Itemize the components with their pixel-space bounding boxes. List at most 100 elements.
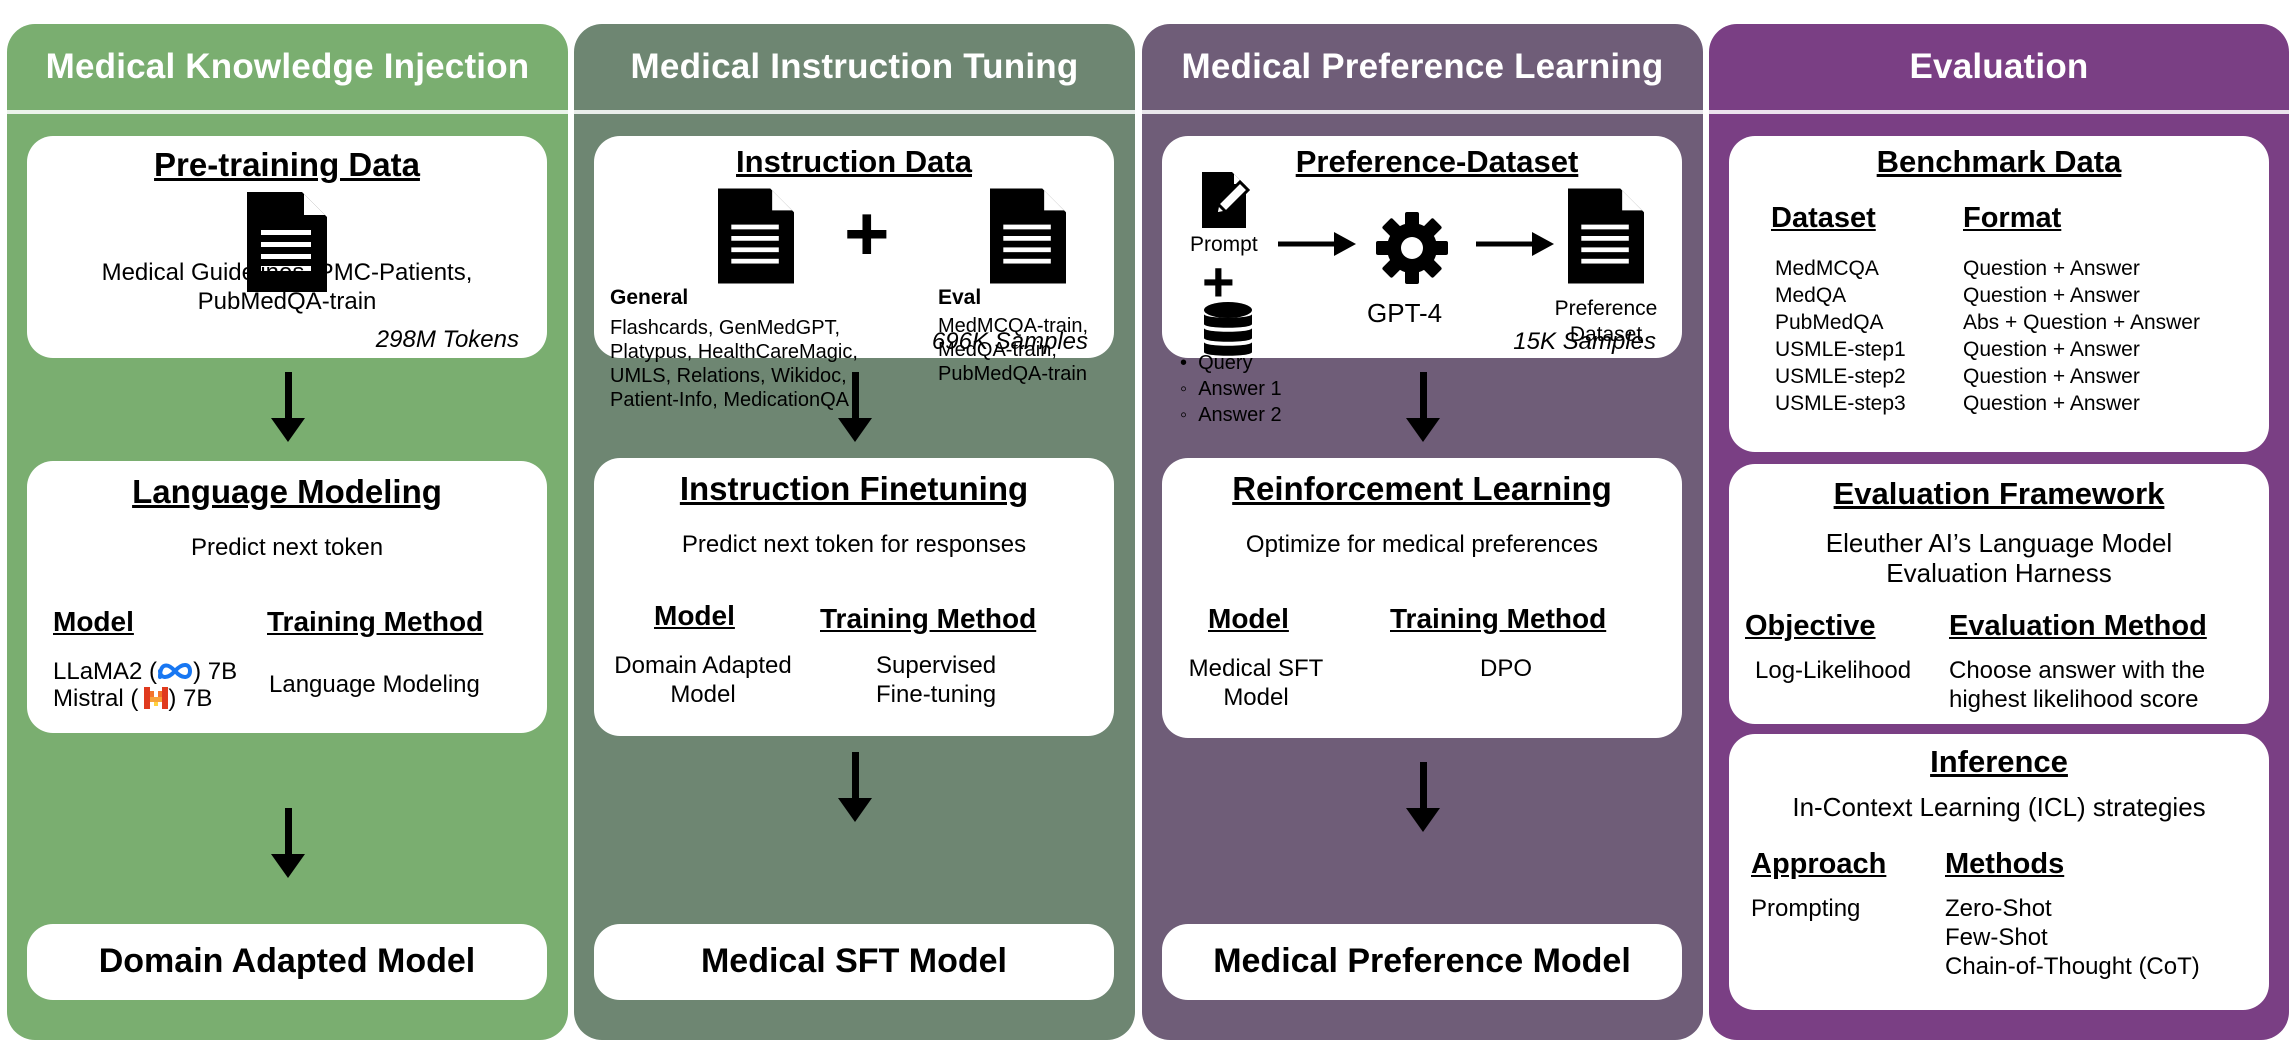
dataset-cell: USMLE-step3 bbox=[1775, 392, 1906, 415]
table-row: MedQA Question + Answer bbox=[1775, 283, 2255, 310]
model-label: Model bbox=[53, 606, 134, 637]
box-heading: Inference bbox=[1930, 744, 2068, 779]
column-evaluation: Evaluation Benchmark Data Dataset Format… bbox=[1709, 24, 2289, 1040]
medical-preference-model-box: Medical Preference Model bbox=[1162, 924, 1682, 1000]
framework-description: Eleuther AI’s Language Model Evaluation … bbox=[1825, 528, 2173, 588]
general-datasets: Flashcards, GenMedGPT, Platypus, HealthC… bbox=[610, 317, 858, 411]
evaluation-method-label: Evaluation Method bbox=[1949, 610, 2207, 642]
objective-value: Log-Likelihood bbox=[1755, 657, 1912, 684]
objective-text: Predict next token bbox=[190, 534, 384, 561]
objective-text: Optimize for medical preferences bbox=[1245, 531, 1599, 558]
list-item: Query bbox=[1198, 352, 1253, 374]
format-label: Format bbox=[1963, 202, 2062, 234]
instruction-data-box: Instruction Data General + Eval Flashcar… bbox=[594, 136, 1114, 411]
list-item: Answer 2 bbox=[1198, 404, 1282, 426]
column-title: Medical Preference Learning bbox=[1181, 47, 1664, 86]
methods-label: Methods bbox=[1945, 848, 2065, 880]
box-heading: Evaluation Framework bbox=[1833, 476, 2165, 511]
meta-logo-icon bbox=[158, 663, 193, 679]
sample-count: 696K Samples bbox=[931, 328, 1088, 355]
result-label: Preference Dataset bbox=[1554, 297, 1658, 346]
gear-icon bbox=[1374, 210, 1450, 291]
prompt-label: Prompt bbox=[1190, 233, 1258, 256]
model-line-llama: LLaMA2 ( ) 7B bbox=[53, 657, 237, 686]
objective-text: Predict next token for responses bbox=[681, 531, 1027, 558]
evaluation-method-value: Choose answer with the highest likelihoo… bbox=[1949, 657, 2206, 713]
box-heading: Instruction Data bbox=[736, 144, 972, 179]
document-icon bbox=[718, 188, 794, 284]
model-value: Medical SFT Model bbox=[1188, 655, 1324, 711]
arrow-icon bbox=[838, 752, 872, 822]
evaluation-framework-box: Evaluation Framework Eleuther AI’s Langu… bbox=[1729, 464, 2269, 724]
training-method-value: Supervised Fine-tuning bbox=[876, 652, 997, 708]
box-heading: Instruction Finetuning bbox=[679, 470, 1029, 507]
document-icon bbox=[990, 188, 1066, 284]
table-row: USMLE-step2 Question + Answer bbox=[1775, 364, 2255, 391]
column-knowledge-injection: Medical Knowledge Injection Pre-training… bbox=[7, 24, 568, 1040]
list-item-answer2: ◦ Answer 2 bbox=[1180, 404, 1282, 426]
dataset-cell: MedQA bbox=[1775, 284, 1847, 307]
list-item-answer1: ◦ Answer 1 bbox=[1180, 378, 1282, 400]
arrow-icon bbox=[1476, 232, 1554, 256]
training-method-label: Training Method bbox=[267, 606, 484, 637]
header-divider bbox=[1709, 110, 2289, 114]
arrow-icon bbox=[1406, 372, 1440, 442]
arrow-icon bbox=[1406, 762, 1440, 832]
training-method-label: Training Method bbox=[820, 603, 1037, 634]
arrow-icon bbox=[1278, 232, 1356, 256]
model-label: Model bbox=[654, 600, 735, 631]
instruction-finetuning-box: Instruction Finetuning Predict next toke… bbox=[594, 458, 1114, 736]
column-title: Medical Instruction Tuning bbox=[630, 47, 1079, 86]
domain-adapted-model-box: Domain Adapted Model bbox=[27, 924, 547, 1000]
token-count: 298M Tokens bbox=[375, 326, 519, 353]
output-model: Domain Adapted Model bbox=[98, 942, 476, 980]
format-cell: Question + Answer bbox=[1963, 338, 2140, 361]
arrow-icon bbox=[838, 372, 872, 442]
plus-icon: + bbox=[1202, 250, 1235, 313]
output-model: Medical Preference Model bbox=[1213, 942, 1631, 980]
edit-document-icon bbox=[1202, 172, 1254, 233]
list-item-query: • Query bbox=[1180, 352, 1253, 374]
training-method-value: DPO bbox=[1480, 655, 1533, 682]
box-heading: Language Modeling bbox=[132, 473, 442, 510]
document-icon bbox=[247, 192, 327, 292]
document-icon bbox=[1568, 188, 1644, 284]
header-divider bbox=[7, 110, 568, 114]
table-row: USMLE-step1 Question + Answer bbox=[1775, 337, 2255, 364]
model-name: LLaMA2 ( bbox=[53, 658, 158, 685]
column-title: Medical Knowledge Injection bbox=[45, 47, 530, 86]
benchmark-data-box: Benchmark Data Dataset Format MedMCQA Que… bbox=[1729, 136, 2269, 452]
arrow-icon bbox=[271, 808, 305, 878]
table-row: USMLE-step3 Question + Answer bbox=[1775, 391, 2255, 418]
model-size: ) 7B bbox=[193, 658, 238, 685]
column-title: Evaluation bbox=[1909, 47, 2089, 86]
training-method-label: Training Method bbox=[1390, 603, 1607, 634]
box-heading: Preference-Dataset bbox=[1295, 144, 1579, 179]
dataset-cell: MedMCQA bbox=[1775, 257, 1879, 280]
reinforcement-learning-box: Reinforcement Learning Optimize for medi… bbox=[1162, 458, 1682, 738]
column-instruction-tuning: Medical Instruction Tuning Instruction D… bbox=[574, 24, 1135, 1040]
medical-sft-model-box: Medical SFT Model bbox=[594, 924, 1114, 1000]
table-row: MedMCQA Question + Answer bbox=[1775, 256, 2255, 283]
header-divider bbox=[1142, 110, 1703, 114]
general-label: General bbox=[610, 286, 689, 309]
format-cell: Question + Answer bbox=[1963, 365, 2140, 388]
sample-count: 15K Samples bbox=[1513, 328, 1656, 355]
model-line-mistral: Mistral () 7B bbox=[53, 684, 212, 713]
inference-box: Inference In-Context Learning (ICL) stra… bbox=[1729, 734, 2269, 1010]
format-cell: Question + Answer bbox=[1963, 284, 2140, 307]
model-name: Mistral ( bbox=[53, 685, 139, 712]
plus-icon: + bbox=[844, 189, 890, 277]
box-heading: Benchmark Data bbox=[1876, 144, 2122, 179]
pretraining-sources: Medical Guidelines, PMC-Patients, PubMed… bbox=[101, 259, 473, 315]
eval-label: Eval bbox=[938, 286, 982, 309]
dataset-cell: USMLE-step1 bbox=[1775, 338, 1906, 361]
dataset-label: Dataset bbox=[1771, 202, 1876, 234]
training-method-value: Language Modeling bbox=[269, 671, 480, 698]
arrow-icon bbox=[271, 372, 305, 442]
format-cell: Question + Answer bbox=[1963, 257, 2140, 280]
engine-label: GPT-4 bbox=[1367, 298, 1443, 328]
box-heading: Pre-training Data bbox=[154, 146, 420, 183]
approach-value: Prompting bbox=[1751, 895, 1861, 922]
pretraining-data-box: Pre-training Data Medical Guidelines, PM… bbox=[27, 136, 547, 358]
